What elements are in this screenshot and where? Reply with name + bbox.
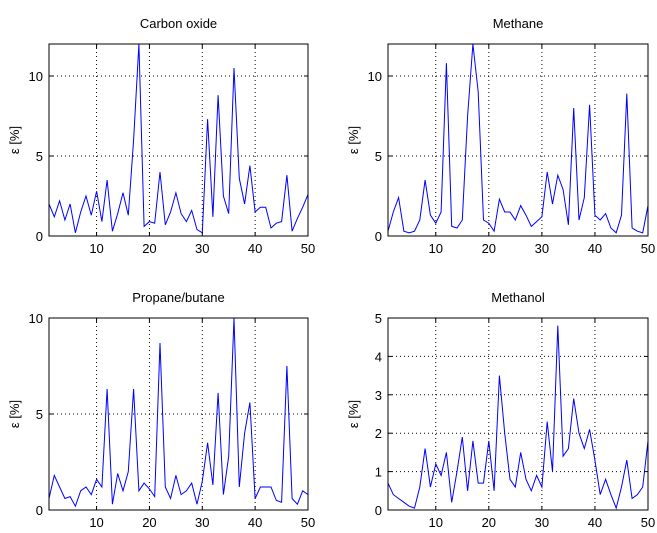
x-tick-label: 20: [142, 515, 156, 530]
chart-title: Methane: [493, 16, 544, 31]
plot-area: [49, 44, 308, 236]
y-axis-label: ε [%]: [346, 400, 361, 428]
subplot-3: 10 20 30 40 50 0 5 10 Propane/butane ε [%]: [7, 290, 315, 530]
y-tick-label: 0: [36, 229, 43, 244]
y-tick-label: 10: [368, 69, 382, 84]
x-tick-label: 30: [535, 241, 549, 256]
y-tick-label: 3: [375, 388, 382, 403]
y-tick-label: 10: [29, 69, 43, 84]
plot-area: [388, 44, 648, 236]
chart-title: Methanol: [491, 290, 545, 305]
x-tick-label: 20: [482, 241, 496, 256]
x-tick-label: 50: [301, 241, 315, 256]
x-tick-label: 30: [535, 515, 549, 530]
x-tick-label: 10: [429, 241, 443, 256]
x-tick-label: 50: [301, 515, 315, 530]
x-tick-label: 10: [429, 515, 443, 530]
y-tick-label: 4: [375, 349, 382, 364]
y-tick-label: 0: [375, 503, 382, 518]
x-tick-label: 50: [641, 241, 655, 256]
plot-area: [49, 318, 308, 510]
chart-title: Carbon oxide: [140, 16, 217, 31]
x-tick-label: 10: [89, 515, 103, 530]
axes-frame: [387, 43, 649, 237]
y-tick-label: 0: [375, 229, 382, 244]
y-tick-label: 0: [36, 503, 43, 518]
x-tick-label: 30: [195, 515, 209, 530]
x-tick-label: 50: [641, 515, 655, 530]
axes-frame: [48, 43, 309, 237]
y-axis-label: ε [%]: [7, 400, 22, 428]
series-line-1: [48, 43, 309, 234]
x-tick-label: 30: [195, 241, 209, 256]
y-axis-label: ε [%]: [346, 126, 361, 154]
y-tick-label: 5: [375, 311, 382, 326]
y-tick-label: 5: [36, 407, 43, 422]
x-tick-label: 40: [248, 241, 262, 256]
axes-frame: [387, 317, 649, 511]
subplot-2: 10 20 30 40 50 0 5 10 Methane ε [%]: [346, 16, 655, 256]
x-tick-label: 40: [588, 515, 602, 530]
y-tick-label: 5: [36, 149, 43, 164]
y-tick-label: 1: [375, 465, 382, 480]
x-tick-label: 20: [482, 515, 496, 530]
plot-area: [388, 318, 648, 510]
y-tick-label: 5: [375, 149, 382, 164]
series-line-1: [48, 317, 309, 508]
x-tick-label: 10: [89, 241, 103, 256]
x-tick-label: 20: [142, 241, 156, 256]
y-tick-label: 10: [29, 311, 43, 326]
y-axis-label: ε [%]: [7, 126, 22, 154]
subplot-1: 10 20 30 40 50 0 5 10 Carbon oxide ε [%]: [7, 16, 315, 256]
series-line-1: [387, 43, 649, 234]
x-tick-label: 40: [588, 241, 602, 256]
y-tick-label: 2: [375, 426, 382, 441]
chart-title: Propane/butane: [132, 290, 225, 305]
series-line-1: [387, 325, 649, 510]
subplot-4: 10 20 30 40 50 0 1 2 3 4 5 Methanol ε [%]: [346, 290, 655, 530]
x-tick-label: 40: [248, 515, 262, 530]
